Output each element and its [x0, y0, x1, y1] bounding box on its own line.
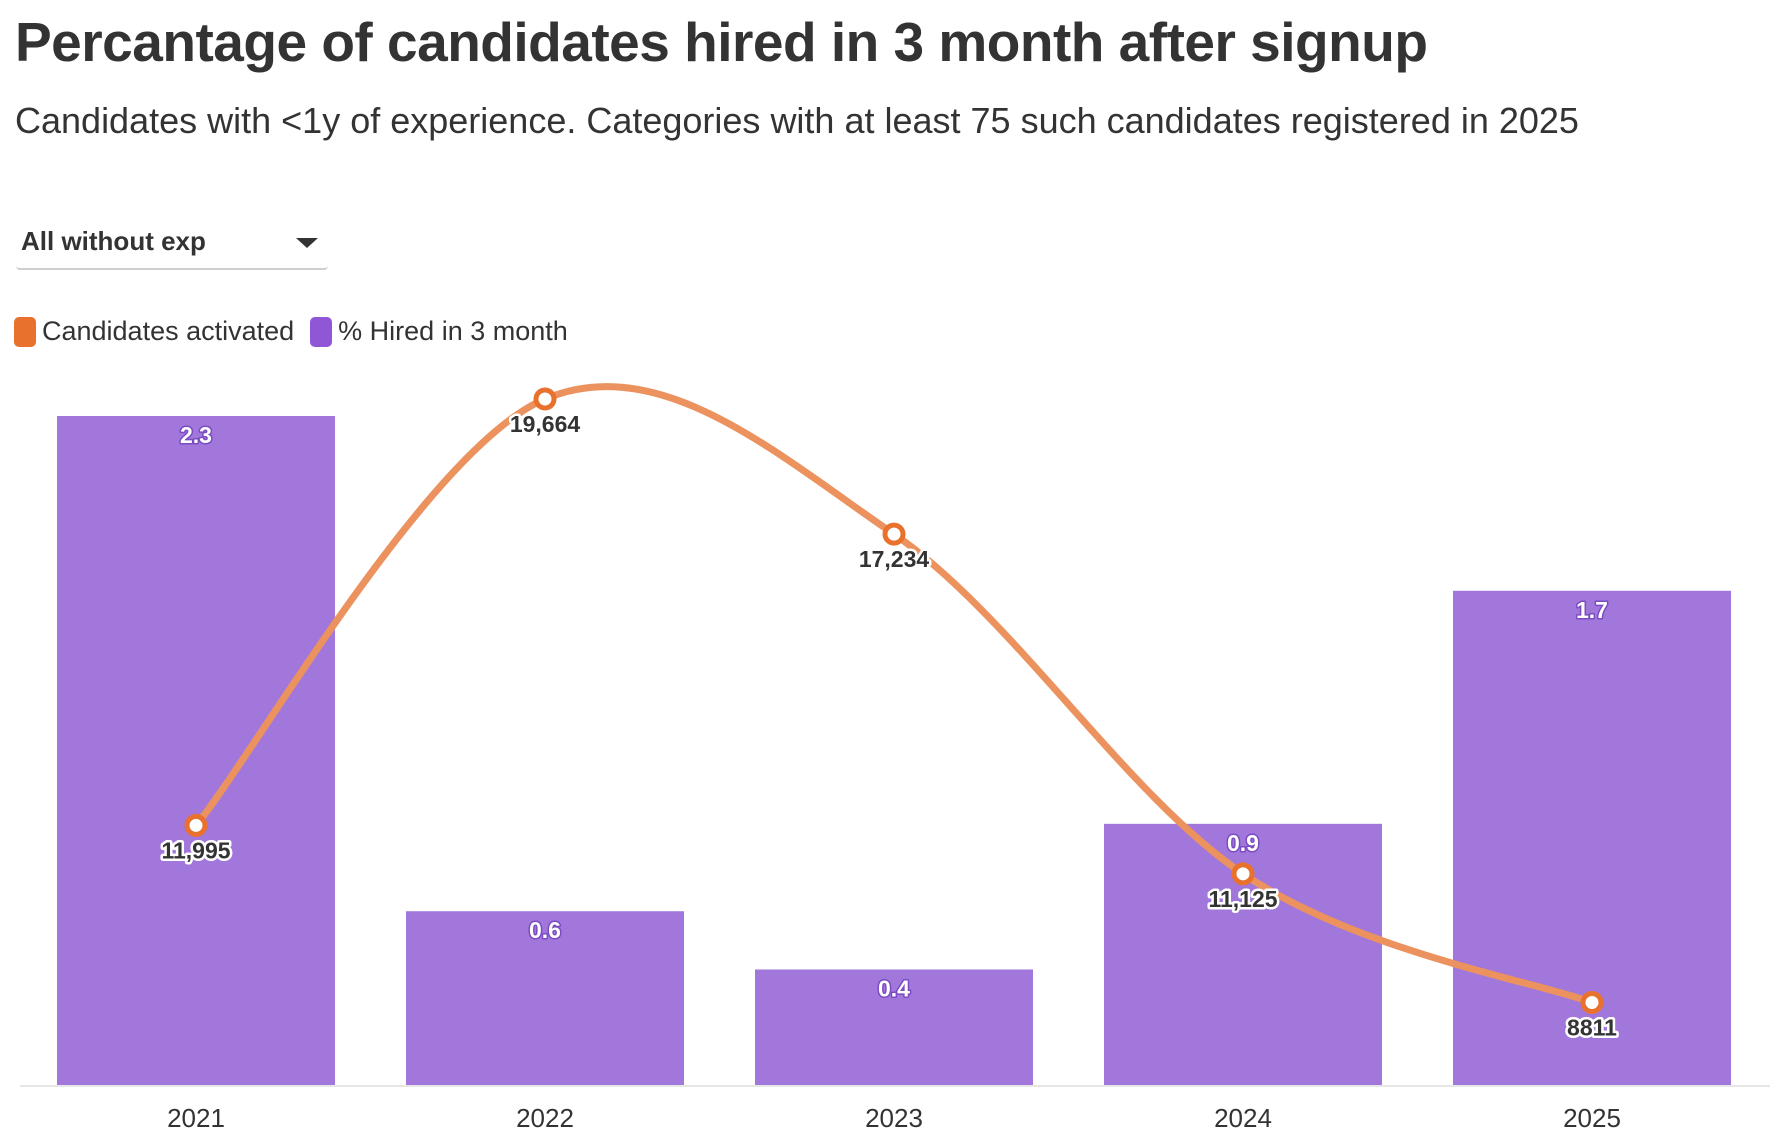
point-label-2022: 19,664 [510, 411, 581, 437]
bar-labels-layer: 2.3 0.6 0.4 0.9 1.7 [179, 421, 1610, 1003]
x-tick-2022: 2022 [516, 1103, 574, 1133]
point-labels-layer: 11,995 19,664 17,234 11,125 8811 [159, 409, 1620, 1043]
legend: Candidates activated % Hired in 3 month [14, 316, 584, 347]
point-2022[interactable] [533, 387, 557, 411]
x-tick-2021: 2021 [167, 1103, 225, 1133]
legend-item-candidates-activated[interactable]: Candidates activated [14, 316, 294, 347]
chevron-down-icon [296, 238, 318, 248]
point-2021[interactable] [184, 813, 208, 837]
bar-label-2024: 0.9 [1227, 830, 1259, 856]
x-tick-2025: 2025 [1563, 1103, 1621, 1133]
point-label-2025: 8811 [1567, 1014, 1617, 1040]
legend-swatch-bar [310, 316, 333, 347]
bar-label-2025: 1.7 [1576, 597, 1608, 623]
points-layer [184, 387, 1604, 1014]
bar-2023[interactable] [755, 969, 1033, 1086]
bar-2021[interactable] [57, 416, 335, 1086]
legend-label-candidates-activated: Candidates activated [42, 316, 295, 346]
x-tick-2023: 2023 [865, 1103, 923, 1133]
point-2024[interactable] [1231, 862, 1255, 886]
bar-label-2021: 2.3 [180, 422, 212, 448]
point-label-2021: 11,995 [161, 837, 230, 863]
bars-layer [57, 416, 1731, 1086]
legend-item-hired[interactable]: % Hired in 3 month [310, 316, 568, 347]
line-candidates-activated[interactable] [192, 383, 1596, 1006]
point-label-2024: 11,125 [1208, 886, 1277, 912]
point-2025[interactable] [1580, 990, 1604, 1014]
category-dropdown[interactable]: All without exp [16, 222, 328, 270]
line-layer [192, 383, 1596, 1006]
bar-label-2022: 0.6 [529, 917, 561, 943]
point-label-2023: 17,234 [859, 546, 930, 572]
bar-label-2023: 0.4 [878, 975, 910, 1001]
legend-label-hired: % Hired in 3 month [338, 316, 568, 346]
chart-subtitle: Candidates with <1y of experience. Categ… [15, 100, 1579, 141]
x-tick-2024: 2024 [1214, 1103, 1272, 1133]
chart-title: Percantage of candidates hired in 3 mont… [15, 11, 1428, 73]
x-axis-ticks: 2021 2022 2023 2024 2025 [167, 1103, 1621, 1133]
legend-swatch-line [14, 316, 36, 347]
bar-2022[interactable] [406, 911, 684, 1086]
dropdown-selected-value: All without exp [21, 226, 206, 256]
point-2023[interactable] [882, 522, 906, 546]
